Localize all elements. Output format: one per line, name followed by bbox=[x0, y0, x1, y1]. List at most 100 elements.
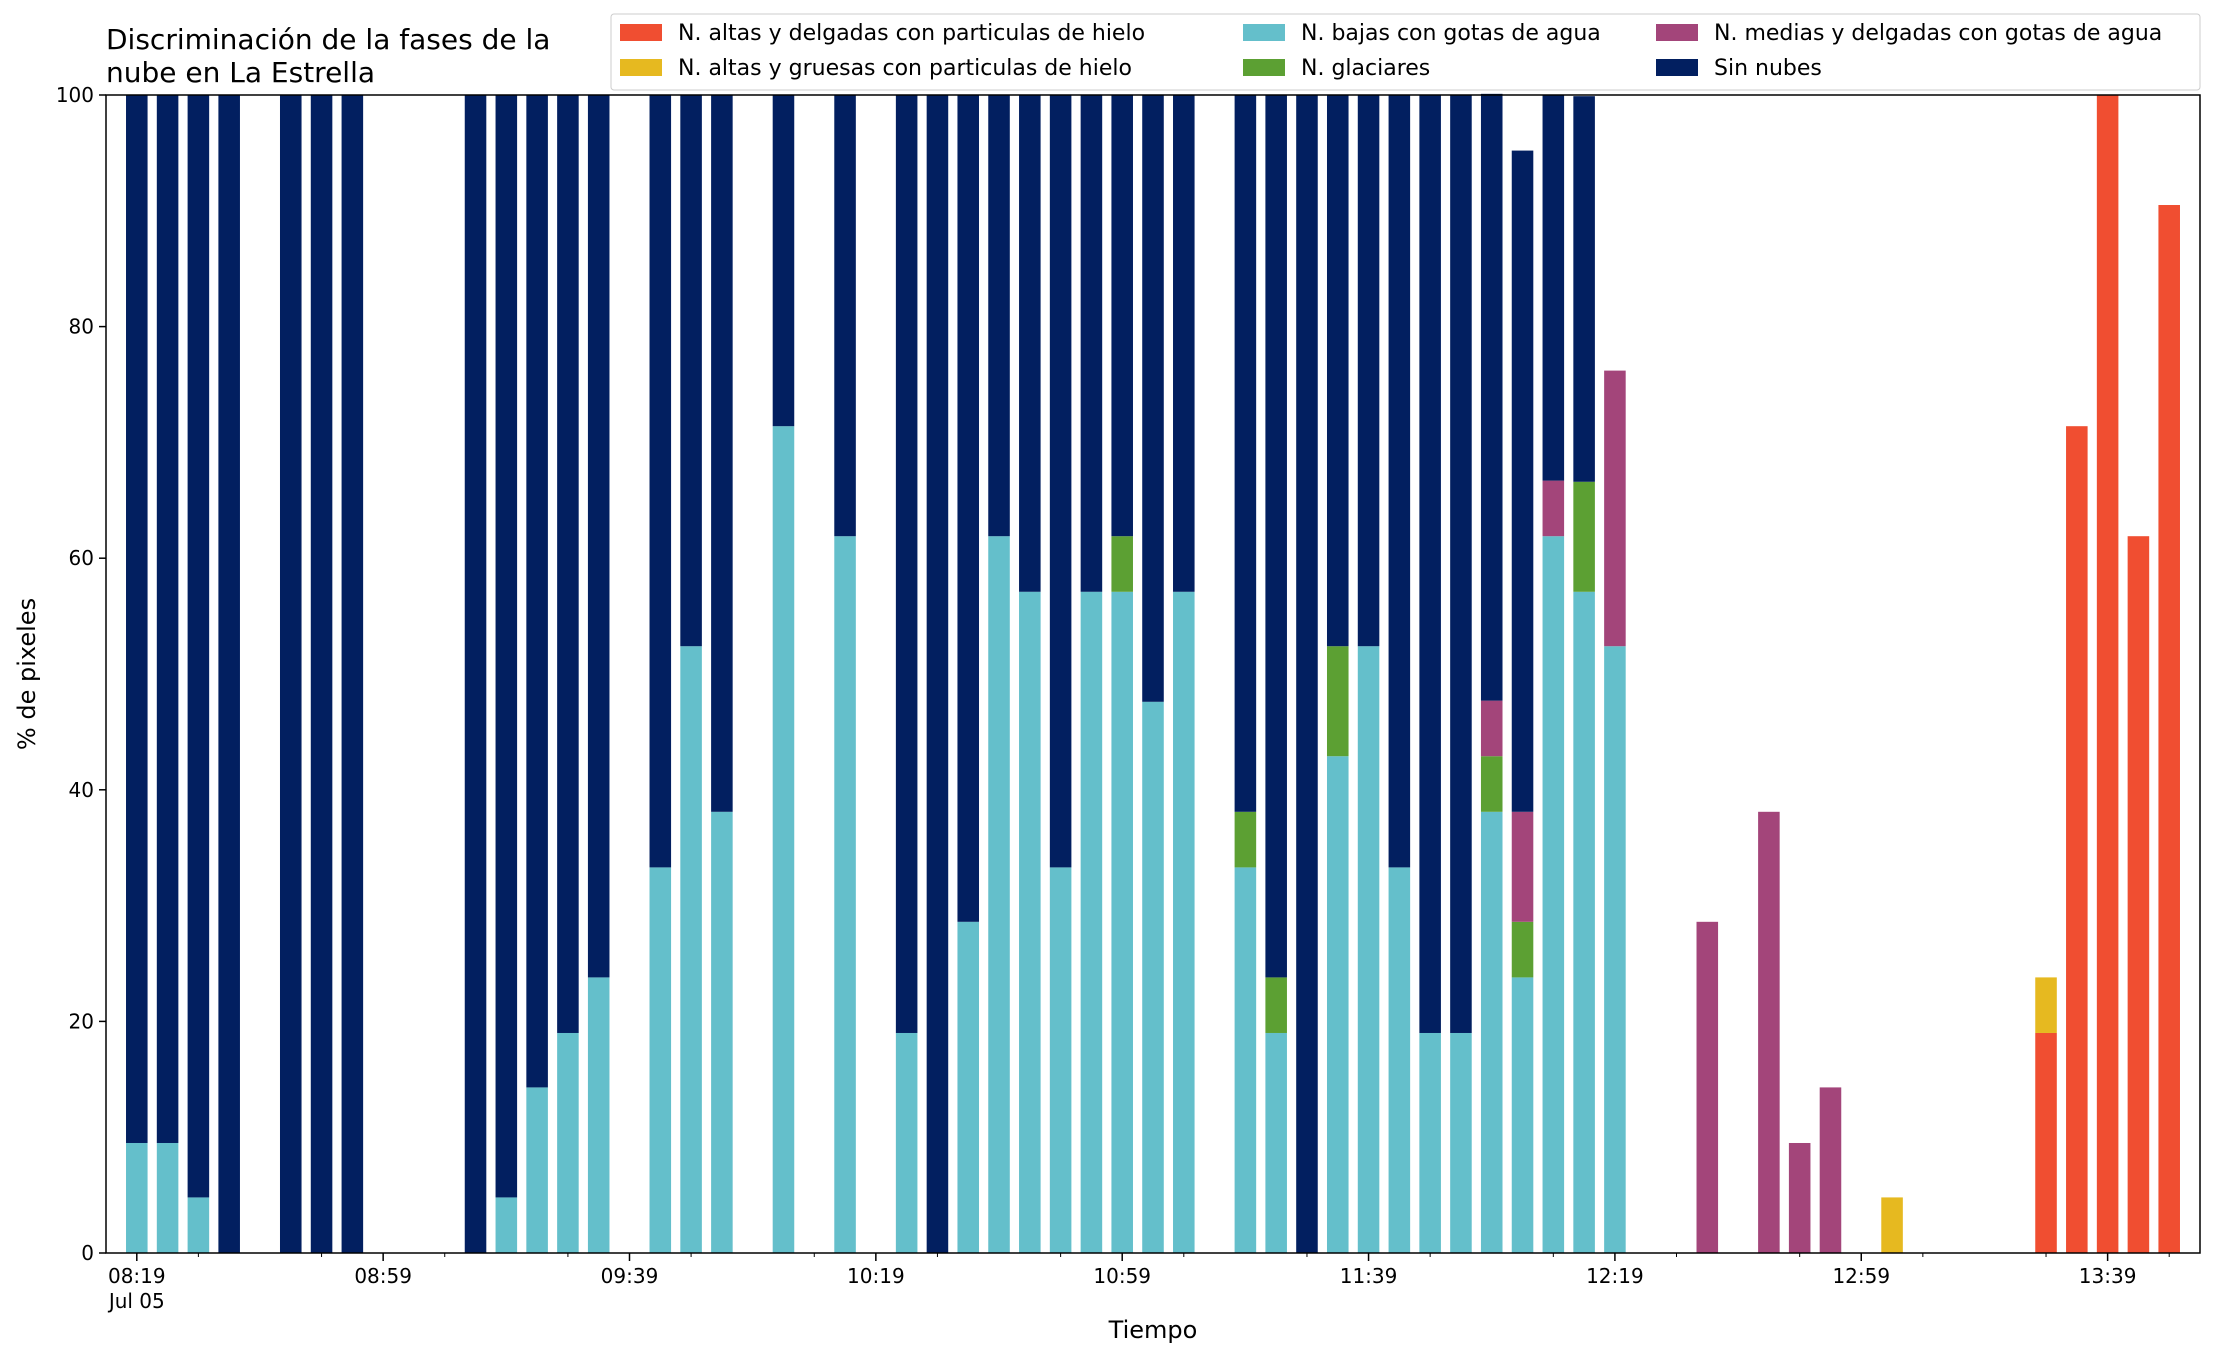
y-tick-label: 0 bbox=[81, 1241, 94, 1265]
bar-segment bbox=[526, 1087, 548, 1253]
bar-segment bbox=[2035, 1032, 2057, 1253]
bar-segment bbox=[772, 95, 795, 427]
legend-entry: N. altas y gruesas con particulas de hie… bbox=[678, 56, 1132, 81]
chart-title-line-1: Discriminación de la fases de la bbox=[106, 23, 550, 56]
bar-segment bbox=[1049, 867, 1072, 1253]
bar-segment bbox=[1480, 811, 1503, 1253]
x-tick-label: 11:39 bbox=[1340, 1264, 1398, 1288]
bar-segment bbox=[1450, 1032, 1472, 1253]
bar-segment bbox=[680, 646, 702, 1253]
legend: N. altas y delgadas con particulas de hi… bbox=[610, 13, 2201, 91]
x-tick-label: 10:19 bbox=[847, 1264, 905, 1288]
bar-segment bbox=[1080, 591, 1103, 1253]
bar-segment bbox=[1234, 95, 1257, 812]
bar-segment bbox=[1511, 921, 1534, 978]
x-axis-label: Tiempo bbox=[1108, 1316, 1198, 1344]
bar-segment bbox=[1542, 480, 1565, 537]
x-tick-label: 08:19 bbox=[108, 1264, 166, 1288]
legend-swatch bbox=[1243, 24, 1285, 41]
bar-segment bbox=[126, 1142, 148, 1253]
bar-segment bbox=[1573, 481, 1595, 592]
bar-segment bbox=[1511, 150, 1534, 812]
y-axis-label: % de pixeles bbox=[13, 598, 41, 750]
bar-segment bbox=[557, 95, 579, 1033]
legend-entry: N. glaciares bbox=[1301, 56, 1430, 81]
bar-segment bbox=[1881, 1197, 1903, 1253]
bar-segment bbox=[1480, 756, 1503, 812]
bar-segment bbox=[1511, 811, 1534, 922]
bar-segment bbox=[926, 95, 949, 1253]
bar-segment bbox=[649, 95, 672, 868]
bar-segment bbox=[1511, 977, 1534, 1253]
bar-segment bbox=[1265, 95, 1287, 978]
bar-segment bbox=[957, 95, 980, 922]
x-tick-sublabel: Jul 05 bbox=[107, 1289, 165, 1313]
bar-segment bbox=[1326, 756, 1349, 1253]
bar-segment bbox=[587, 95, 610, 978]
bar-segment bbox=[988, 95, 1010, 537]
y-tick-label: 20 bbox=[69, 1009, 94, 1033]
bar-segment bbox=[1388, 95, 1411, 868]
bar-segment bbox=[1265, 1032, 1287, 1253]
bar-segment bbox=[464, 95, 487, 1253]
y-tick-label: 100 bbox=[56, 83, 94, 107]
legend-swatch bbox=[620, 24, 662, 41]
bar-segment bbox=[1357, 646, 1380, 1253]
y-tick-label: 80 bbox=[69, 315, 94, 339]
bar-segment bbox=[1604, 646, 1626, 1253]
bar-segment bbox=[1573, 591, 1595, 1253]
bar-segment bbox=[495, 1197, 518, 1253]
bar-segment bbox=[1019, 591, 1041, 1253]
chart-title-line-2: nube en La Estrella bbox=[106, 56, 375, 89]
legend-entry: N. bajas con gotas de agua bbox=[1301, 21, 1601, 46]
bar-segment bbox=[526, 95, 548, 1088]
bar-segment bbox=[2096, 95, 2119, 1253]
y-tick-label: 40 bbox=[69, 778, 94, 802]
bars-group bbox=[126, 93, 2180, 1253]
bar-segment bbox=[649, 867, 672, 1253]
bar-segment bbox=[156, 1142, 179, 1253]
y-tick-label: 60 bbox=[69, 546, 94, 570]
legend-swatch bbox=[1656, 24, 1698, 41]
x-tick-label: 08:59 bbox=[354, 1264, 412, 1288]
bar-segment bbox=[1111, 95, 1133, 537]
legend-swatch bbox=[1243, 59, 1285, 76]
bar-segment bbox=[1265, 977, 1287, 1033]
bar-segment bbox=[557, 1032, 579, 1253]
bar-segment bbox=[1480, 93, 1503, 701]
bar-segment bbox=[1234, 867, 1257, 1253]
x-tick-label: 09:39 bbox=[601, 1264, 659, 1288]
bar-segment bbox=[1788, 1142, 1811, 1253]
bar-segment bbox=[1111, 591, 1133, 1253]
bar-segment bbox=[2158, 205, 2180, 1253]
bar-segment bbox=[1604, 370, 1626, 647]
bar-segment bbox=[1049, 95, 1072, 868]
bar-segment bbox=[1542, 536, 1565, 1253]
bar-segment bbox=[187, 1197, 210, 1253]
legend-entry: Sin nubes bbox=[1714, 56, 1822, 81]
bar-segment bbox=[587, 977, 610, 1253]
bar-segment bbox=[1419, 1032, 1441, 1253]
bar-segment bbox=[1111, 536, 1133, 592]
bar-segment bbox=[1296, 95, 1318, 1253]
bar-segment bbox=[1696, 921, 1719, 1253]
bar-segment bbox=[1419, 95, 1441, 1033]
legend-entry: N. altas y delgadas con particulas de hi… bbox=[678, 21, 1145, 46]
bar-segment bbox=[680, 95, 702, 647]
bar-segment bbox=[1819, 1087, 1842, 1253]
bar-segment bbox=[156, 95, 179, 1143]
bar-segment bbox=[895, 95, 918, 1033]
bar-segment bbox=[711, 95, 733, 812]
bar-segment bbox=[988, 536, 1010, 1253]
bar-segment bbox=[1758, 811, 1780, 1253]
bar-segment bbox=[2035, 977, 2057, 1033]
bar-segment bbox=[187, 95, 210, 1198]
x-tick-label: 13:39 bbox=[2079, 1264, 2137, 1288]
bar-segment bbox=[2066, 426, 2088, 1253]
bar-segment bbox=[1573, 96, 1595, 482]
bar-segment bbox=[1542, 95, 1565, 481]
y-axis: 0 20 40 60 80 100 bbox=[56, 83, 106, 1265]
plot-frame bbox=[105, 94, 2201, 1254]
